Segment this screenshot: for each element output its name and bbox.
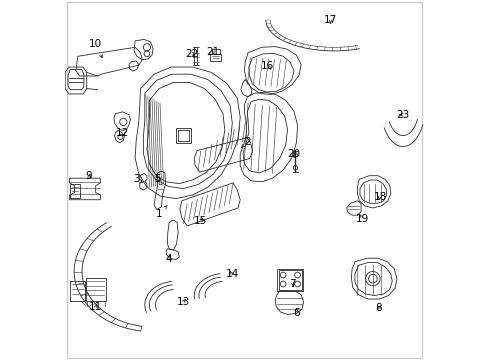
Bar xyxy=(70,184,80,198)
Text: 20: 20 xyxy=(287,149,300,159)
Text: 15: 15 xyxy=(194,216,207,226)
Text: 1: 1 xyxy=(156,205,167,219)
Text: 22: 22 xyxy=(184,49,198,59)
Bar xyxy=(210,54,221,61)
Text: 9: 9 xyxy=(85,171,92,181)
Text: 17: 17 xyxy=(323,15,337,26)
Bar xyxy=(176,128,190,143)
Text: 14: 14 xyxy=(225,269,238,279)
Text: 2: 2 xyxy=(241,138,250,148)
Bar xyxy=(178,130,188,141)
Text: 16: 16 xyxy=(261,61,274,71)
Bar xyxy=(194,47,197,65)
Text: 18: 18 xyxy=(373,192,386,202)
Text: 6: 6 xyxy=(293,308,299,318)
Text: 4: 4 xyxy=(165,254,172,264)
Bar xyxy=(70,281,85,301)
Text: 5: 5 xyxy=(154,174,161,184)
Text: 12: 12 xyxy=(116,128,129,138)
Text: 23: 23 xyxy=(396,110,409,120)
Text: 13: 13 xyxy=(177,297,190,307)
Text: 11: 11 xyxy=(89,302,102,312)
Text: 8: 8 xyxy=(375,303,382,314)
Bar xyxy=(277,269,303,291)
Bar xyxy=(86,278,105,301)
Text: 21: 21 xyxy=(206,46,219,57)
Bar xyxy=(211,49,220,54)
Text: 7: 7 xyxy=(289,279,296,289)
Bar xyxy=(278,270,301,290)
Text: 10: 10 xyxy=(89,40,102,58)
Text: 19: 19 xyxy=(355,214,368,224)
Text: 3: 3 xyxy=(133,174,143,184)
